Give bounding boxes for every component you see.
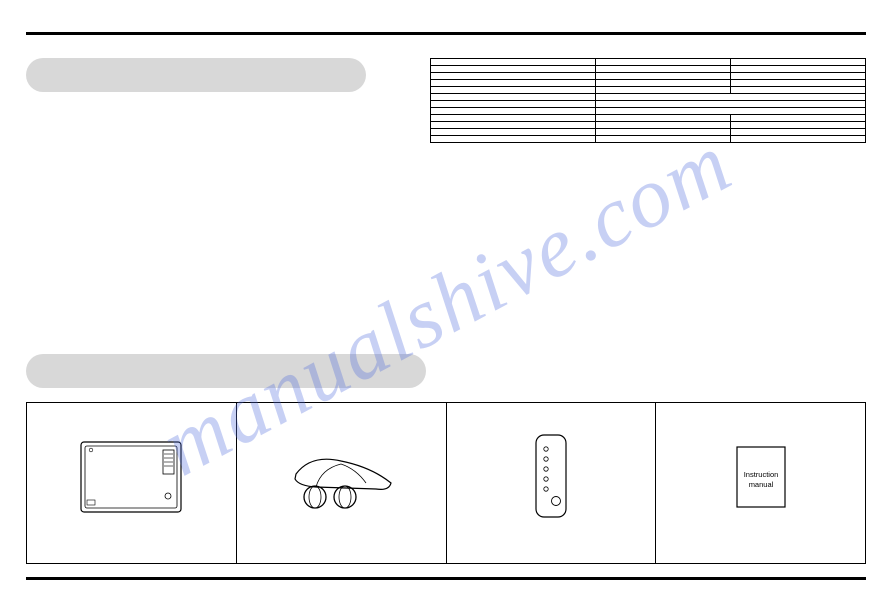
spec-value-cell xyxy=(596,122,731,129)
top-rule xyxy=(26,32,866,35)
spec-label-cell xyxy=(431,87,596,94)
spec-value-cell xyxy=(596,73,731,80)
box-contents-row: Instruction manual xyxy=(26,402,866,564)
box-item-remote xyxy=(447,403,657,563)
spec-value-cell xyxy=(596,80,731,87)
table-row xyxy=(431,80,866,87)
table-row xyxy=(431,115,866,122)
spec-value-cell xyxy=(596,66,731,73)
table-row xyxy=(431,66,866,73)
spec-value-cell xyxy=(596,87,731,94)
remote-control-icon xyxy=(526,429,576,529)
spec-value-cell xyxy=(731,80,866,87)
spec-value-cell xyxy=(731,115,866,122)
bottom-rule xyxy=(26,577,866,580)
box-item-manual: Instruction manual xyxy=(656,403,865,563)
spec-value-cell xyxy=(731,59,866,66)
spec-label-cell xyxy=(431,136,596,143)
spec-value-cell xyxy=(731,66,866,73)
spec-value-cell xyxy=(596,108,866,115)
section-pill-box-contents xyxy=(26,354,426,388)
spec-value-cell xyxy=(596,129,731,136)
specification-table xyxy=(430,58,866,143)
spec-value-cell xyxy=(596,101,866,108)
manual-text-1: Instruction xyxy=(743,470,778,479)
spec-value-cell xyxy=(731,129,866,136)
spec-label-cell xyxy=(431,115,596,122)
instruction-manual-icon: Instruction manual xyxy=(729,439,793,519)
spec-label-cell xyxy=(431,122,596,129)
table-row xyxy=(431,94,866,101)
table-row xyxy=(431,101,866,108)
table-row xyxy=(431,73,866,80)
spec-value-cell xyxy=(731,87,866,94)
table-row xyxy=(431,108,866,115)
table-row xyxy=(431,122,866,129)
spec-value-cell xyxy=(596,115,731,122)
table-row xyxy=(431,129,866,136)
box-item-heater xyxy=(27,403,237,563)
spec-label-cell xyxy=(431,80,596,87)
table-row xyxy=(431,87,866,94)
table-row xyxy=(431,59,866,66)
spec-label-cell xyxy=(431,108,596,115)
spec-label-cell xyxy=(431,73,596,80)
spec-value-cell xyxy=(731,122,866,129)
spec-label-cell xyxy=(431,66,596,73)
spec-label-cell xyxy=(431,94,596,101)
table-row xyxy=(431,136,866,143)
manual-text-2: manual xyxy=(748,480,773,489)
castor-feet-icon xyxy=(271,439,411,519)
spec-value-cell xyxy=(596,136,731,143)
spec-value-cell xyxy=(596,59,731,66)
box-item-castors xyxy=(237,403,447,563)
spec-value-cell xyxy=(731,73,866,80)
spec-value-cell xyxy=(731,136,866,143)
spec-label-cell xyxy=(431,59,596,66)
spec-label-cell xyxy=(431,129,596,136)
spec-label-cell xyxy=(431,101,596,108)
heater-icon xyxy=(71,434,191,524)
spec-value-cell xyxy=(596,94,866,101)
page: Instruction manual manualshive.com xyxy=(0,0,892,608)
section-pill-specification xyxy=(26,58,366,92)
